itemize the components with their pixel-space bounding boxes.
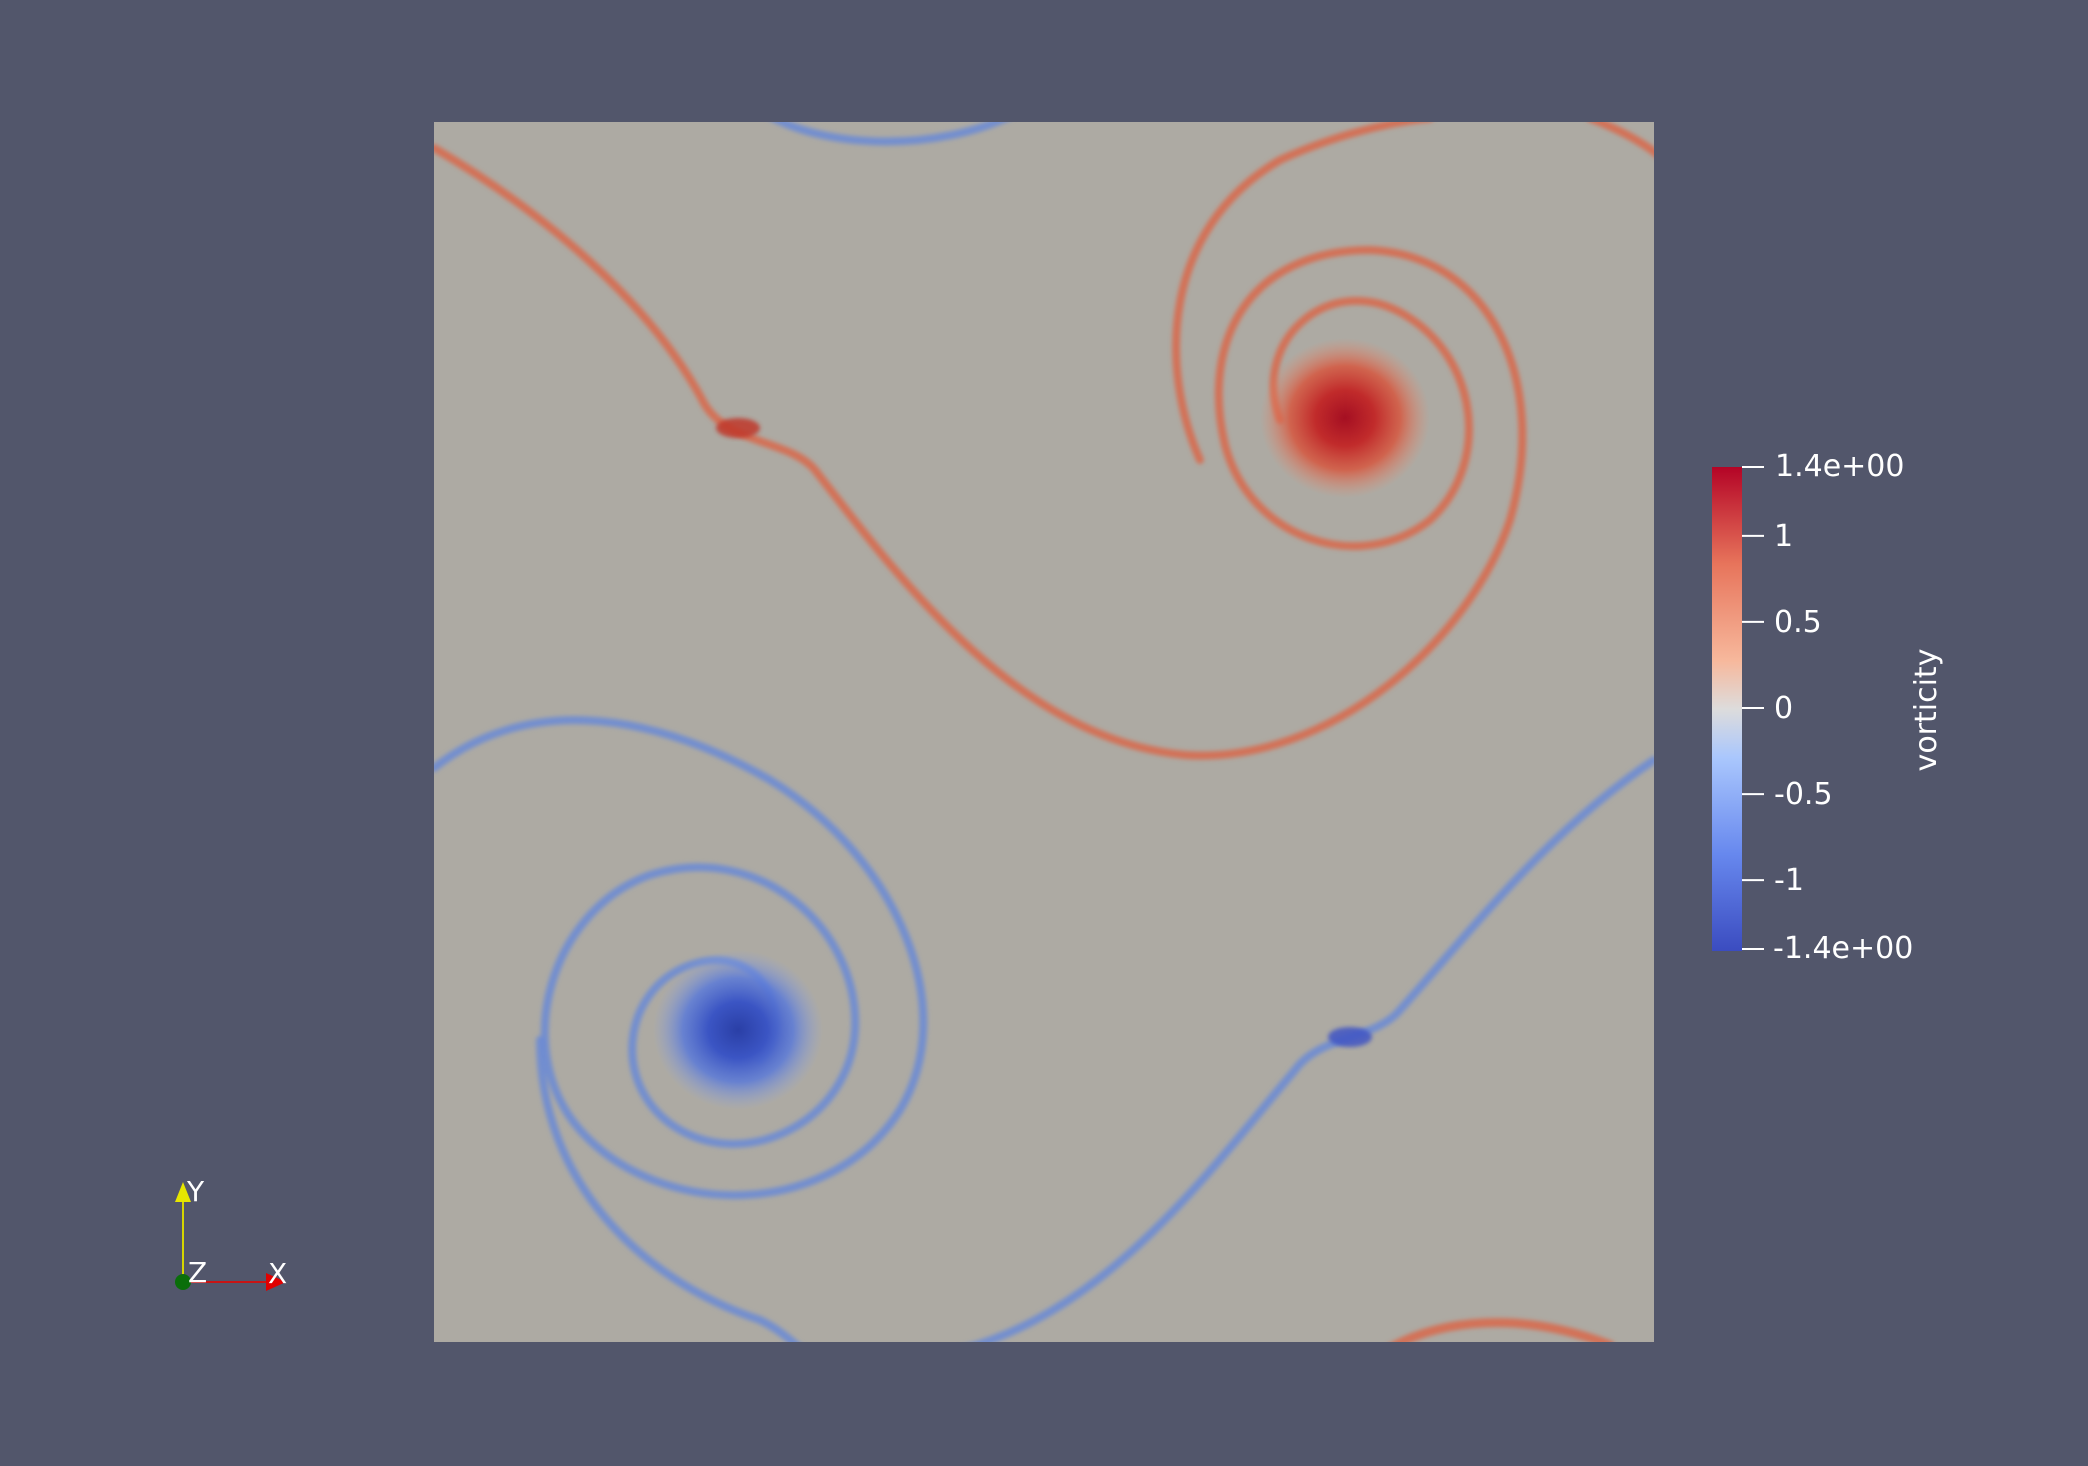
colorbar-max-label: 1.4e+00 <box>1775 449 1904 484</box>
colorbar-tick-label: -1 <box>1774 863 1804 898</box>
x-axis-arrowhead <box>266 1273 286 1291</box>
negative-vorticity-filament <box>972 756 1654 1342</box>
colorbar-tick-label: 1 <box>1774 519 1793 554</box>
colorbar: 1 0.5 0 -0.5 -1 1.4e+00 -1.4e+00 vorticity <box>1712 449 1944 966</box>
positive-vortex-core <box>1260 338 1430 498</box>
z-axis-label: Z <box>188 1256 207 1289</box>
colorbar-ticks: 1 0.5 0 -0.5 -1 <box>1742 519 1833 898</box>
colorbar-title: vorticity <box>1909 649 1944 772</box>
negative-filament-top <box>772 122 1007 146</box>
orientation-axes: X Y Z <box>175 1175 287 1291</box>
positive-vorticity-filament <box>434 144 1527 760</box>
y-axis-label: Y <box>186 1175 205 1208</box>
field-background <box>434 122 1654 1342</box>
positive-filament-top <box>1172 122 1431 464</box>
negative-filament-lower <box>536 1036 799 1342</box>
colorbar-tick-label: -0.5 <box>1774 777 1833 812</box>
x-axis-label: X <box>268 1257 287 1290</box>
colorbar-min-label: -1.4e+00 <box>1773 931 1913 966</box>
colorbar-tick-label: 0 <box>1774 691 1793 726</box>
colorbar-gradient <box>1712 467 1742 951</box>
negative-vortex-core <box>653 950 823 1110</box>
negative-small-blob <box>1328 1027 1372 1047</box>
positive-filament-bottom <box>1391 1318 1614 1342</box>
positive-filament-top-right <box>1589 122 1654 157</box>
positive-small-blob <box>716 418 760 438</box>
y-axis-arrowhead <box>175 1182 191 1202</box>
negative-filament-spiral <box>434 716 928 1200</box>
vorticity-field <box>434 122 1654 1342</box>
colorbar-tick-label: 0.5 <box>1774 605 1822 640</box>
z-axis-origin <box>175 1274 191 1290</box>
